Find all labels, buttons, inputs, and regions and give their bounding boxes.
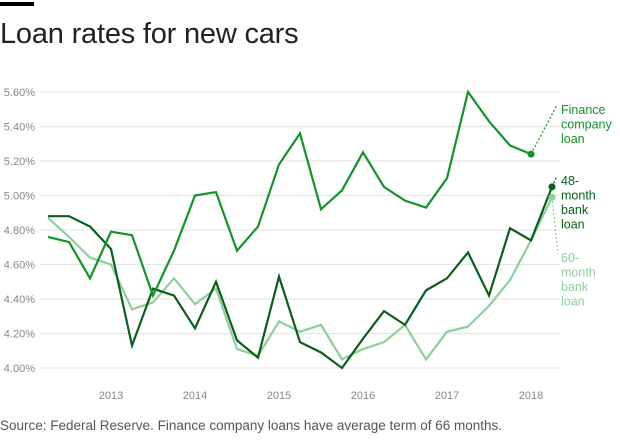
series-label: 48- bbox=[561, 174, 579, 188]
x-tick-label: 2017 bbox=[435, 390, 459, 402]
y-tick-label: 4.40% bbox=[4, 294, 35, 306]
series-label: Finance bbox=[561, 103, 606, 117]
chart-title: Loan rates for new cars bbox=[0, 18, 299, 50]
x-tick-label: 2016 bbox=[351, 390, 375, 402]
series-label: loan bbox=[561, 218, 585, 232]
title-accent-bar bbox=[0, 2, 34, 6]
y-tick-label: 5.20% bbox=[4, 156, 35, 168]
x-tick-label: 2015 bbox=[267, 390, 291, 402]
leader-line bbox=[551, 197, 559, 255]
series-line-1 bbox=[48, 186, 554, 370]
y-tick-label: 4.00% bbox=[4, 363, 35, 375]
series-label: month bbox=[561, 266, 596, 280]
y-tick-label: 4.80% bbox=[4, 225, 35, 237]
leader-line bbox=[530, 104, 558, 155]
series-label: 60- bbox=[561, 251, 579, 265]
x-tick-label: 2018 bbox=[519, 390, 543, 402]
source-note: Source: Federal Reserve. Finance company… bbox=[0, 418, 503, 433]
y-tick-label: 4.20% bbox=[4, 329, 35, 341]
series-line-2 bbox=[47, 196, 553, 362]
end-marker bbox=[527, 150, 535, 158]
series-label: bank bbox=[561, 280, 589, 294]
y-tick-label: 5.00% bbox=[4, 191, 35, 203]
series-label: loan bbox=[561, 295, 585, 309]
y-tick-label: 5.60% bbox=[4, 87, 35, 99]
y-tick-label: 4.60% bbox=[4, 260, 35, 272]
x-tick-label: 2014 bbox=[183, 390, 207, 402]
series-label: company bbox=[561, 118, 612, 132]
series-line-0 bbox=[47, 89, 532, 299]
y-tick-label: 5.40% bbox=[4, 122, 35, 134]
series-label: month bbox=[561, 189, 596, 203]
end-marker bbox=[548, 183, 556, 191]
end-marker bbox=[548, 193, 556, 201]
series-label: bank bbox=[561, 203, 589, 217]
x-tick-label: 2013 bbox=[99, 390, 123, 402]
series-label: loan bbox=[561, 132, 585, 146]
